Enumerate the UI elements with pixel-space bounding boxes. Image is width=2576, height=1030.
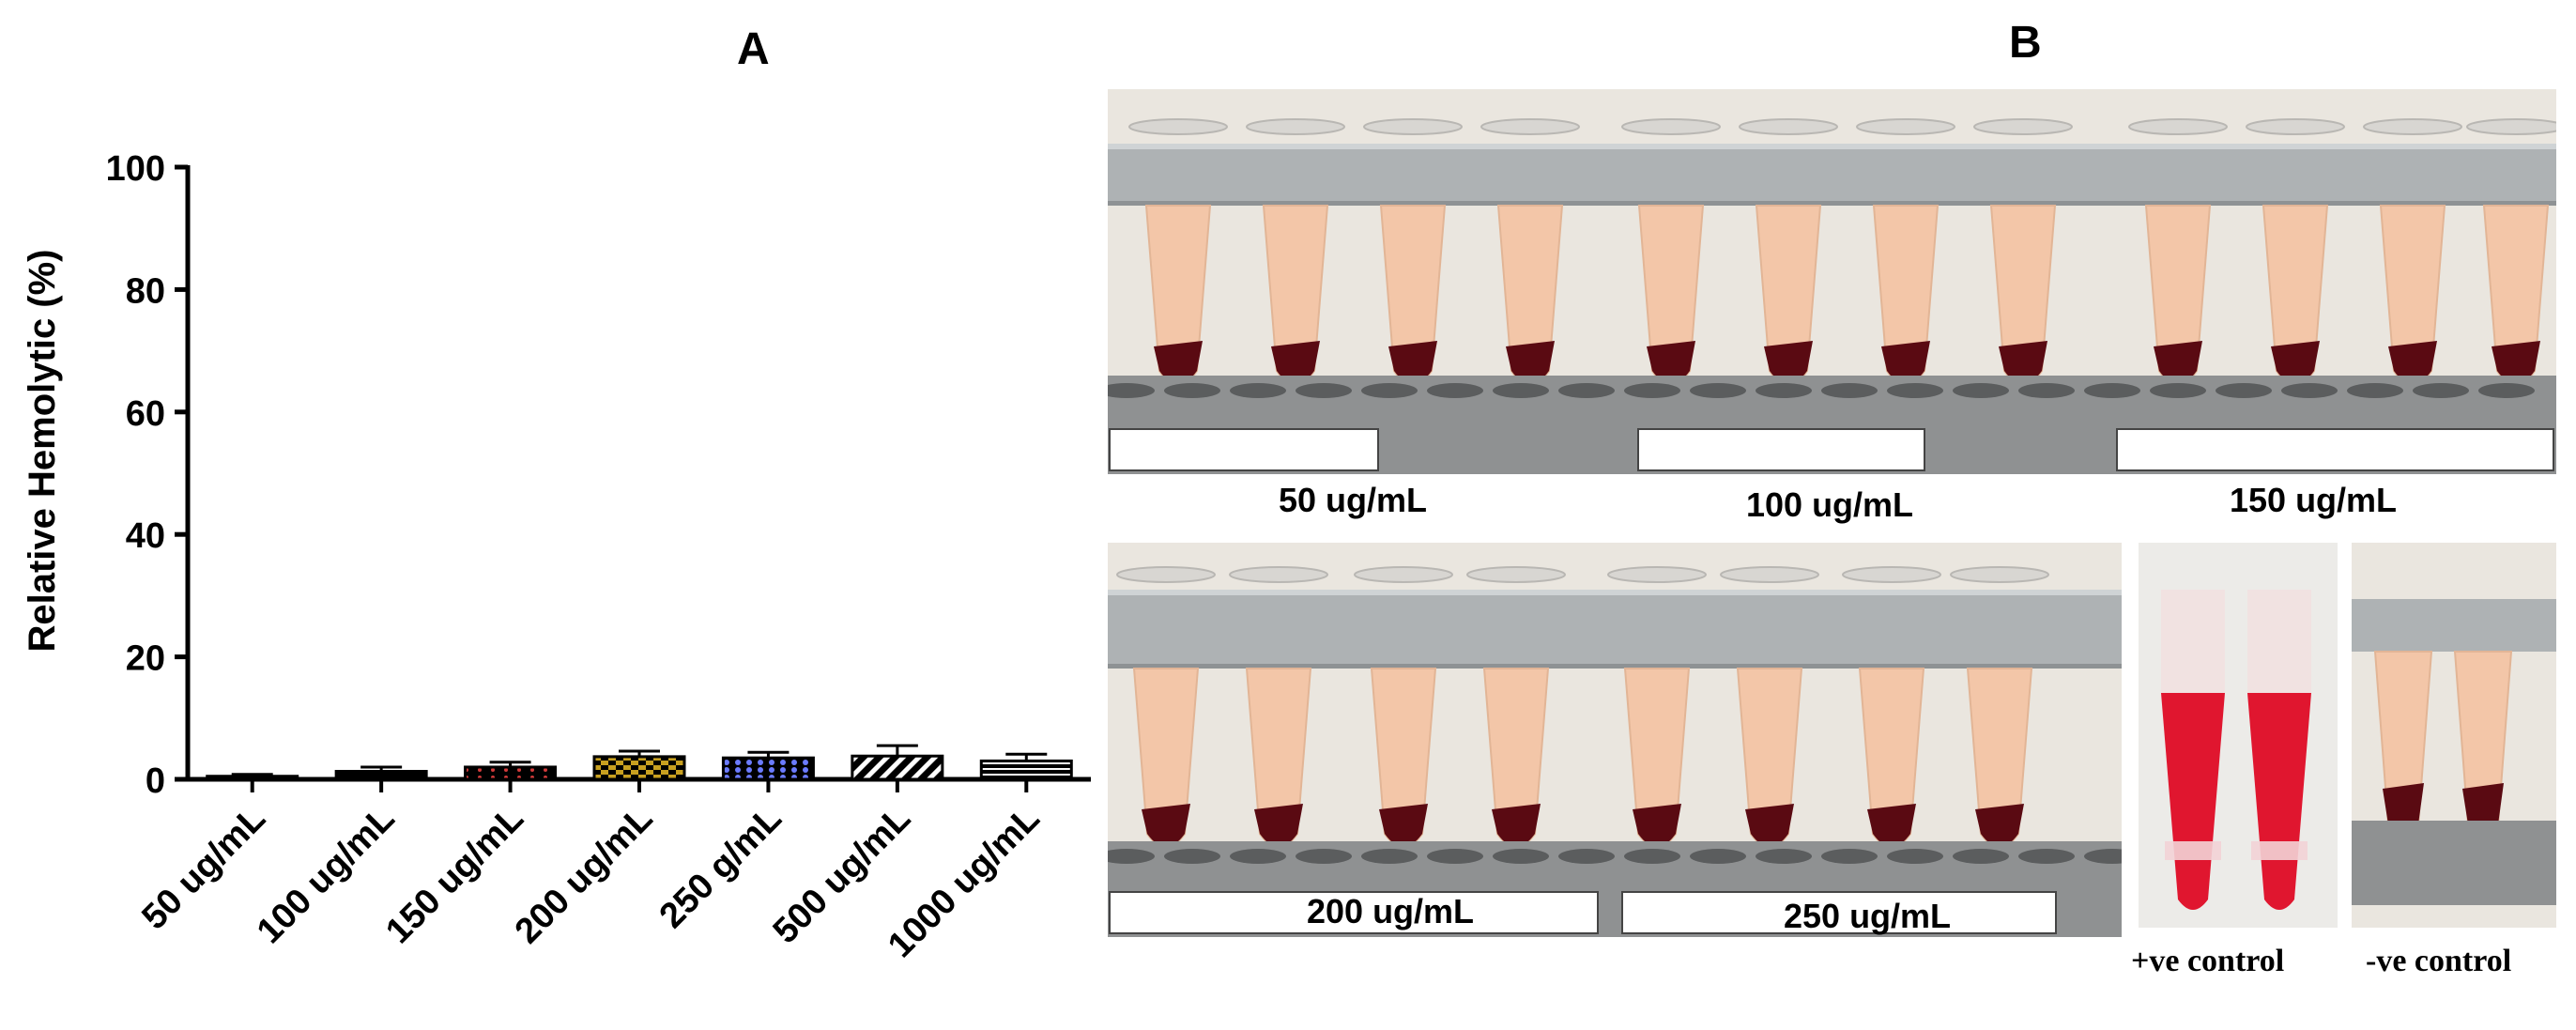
y-tick-label: 0 — [146, 761, 165, 801]
panel-label-b: B — [2009, 18, 2042, 68]
y-tick-label: 20 — [126, 639, 165, 679]
photo-negative-control — [2352, 543, 2556, 928]
y-tick-label: 100 — [106, 149, 165, 189]
bar-3 — [592, 755, 686, 781]
photo-top-rack — [1108, 89, 2556, 474]
label-250-ugml: 250 ug/mL — [1784, 897, 1952, 935]
bar-1 — [334, 770, 428, 781]
label-negative-control: -ve control — [2366, 944, 2512, 978]
bar-2 — [464, 765, 558, 781]
x-tick-label: 100 ug/mL — [250, 799, 403, 952]
x-tick-label: 200 ug/mL — [508, 799, 661, 952]
bar-6 — [979, 759, 1073, 781]
bar-4 — [721, 756, 815, 781]
label-positive-control: +ve control — [2131, 944, 2285, 978]
label-50-ugml: 50 ug/mL — [1279, 481, 1428, 519]
x-tick-label: 50 ug/mL — [134, 799, 273, 938]
y-tick-label: 80 — [126, 271, 165, 311]
y-tick-label: 40 — [126, 516, 165, 556]
label-200-ugml: 200 ug/mL — [1307, 892, 1475, 930]
label-150-ugml: 150 ug/mL — [2230, 481, 2398, 519]
x-tick-label: 250 g/mL — [652, 799, 790, 936]
bar-5 — [851, 754, 944, 781]
y-tick-label: 60 — [126, 394, 165, 434]
bar-0 — [206, 775, 299, 781]
y-axis-label: Relative Hemolytic (%) — [22, 249, 63, 652]
label-100-ugml: 100 ug/mL — [1746, 485, 1914, 524]
photo-bottom-rack — [1108, 543, 2122, 937]
photo-positive-control — [2139, 543, 2338, 928]
panel-label-a: A — [737, 24, 770, 74]
x-tick-label: 150 ug/mL — [378, 799, 531, 952]
